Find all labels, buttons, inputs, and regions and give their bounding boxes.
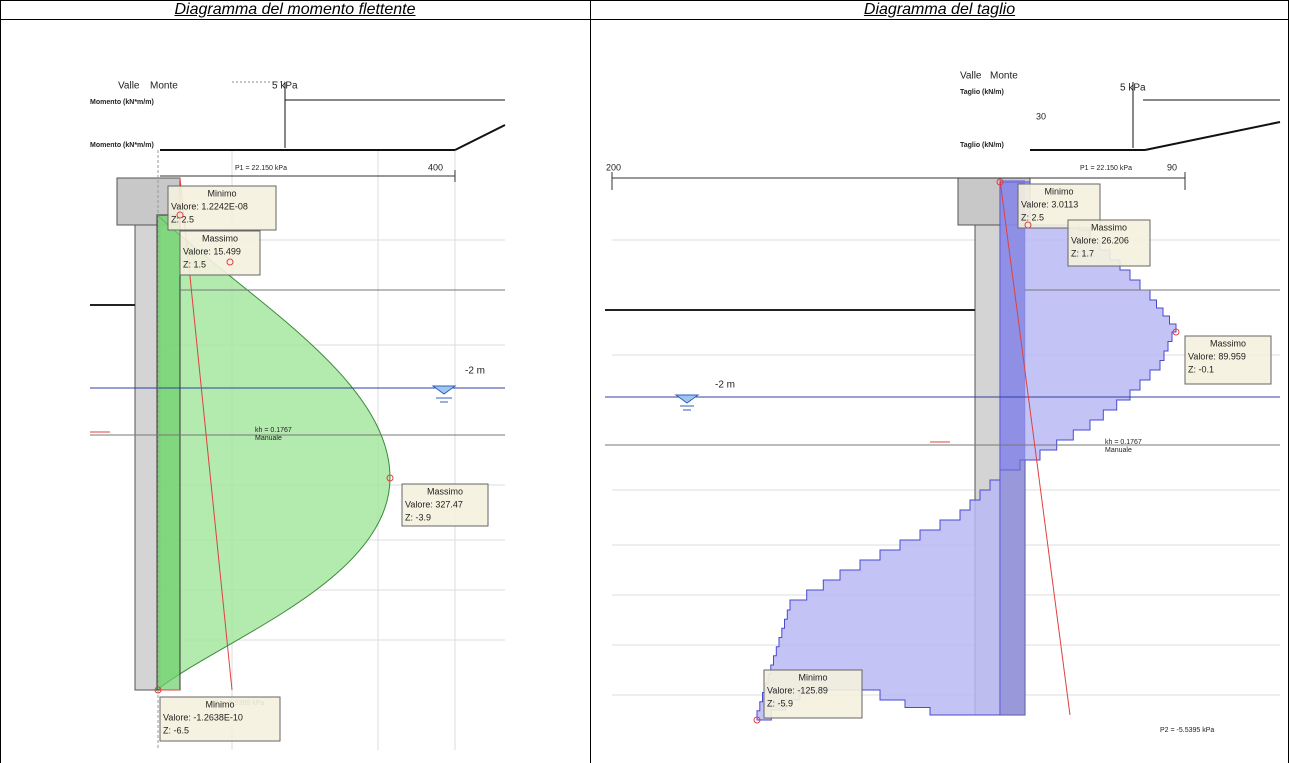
extreme-marker xyxy=(996,178,1004,186)
value-box-frame xyxy=(401,483,489,527)
extreme-marker xyxy=(1172,328,1180,336)
left-wall xyxy=(134,214,161,691)
box-value: Valore: 327.47 xyxy=(405,499,463,509)
label: Monte xyxy=(150,81,178,92)
label: P1 = 22.150 kPa xyxy=(1080,165,1132,172)
label: kh = 0.1767 xyxy=(1105,439,1142,446)
label: Valle xyxy=(960,71,982,82)
box-title: Minimo xyxy=(798,672,827,682)
extreme-marker xyxy=(226,258,234,266)
box-value: Valore: -125.89 xyxy=(767,685,828,695)
value-box: Minimo Valore: -125.89 Z: -5.9 xyxy=(763,669,863,719)
label: Manuale xyxy=(255,435,282,442)
box-title: Massimo xyxy=(427,486,463,496)
value-box-frame xyxy=(1067,219,1151,267)
box-z: Z: 1.5 xyxy=(183,259,206,269)
box-z: Z: -6.5 xyxy=(163,725,189,735)
value-box: Massimo Valore: 15.499 Z: 1.5 xyxy=(179,230,261,276)
box-title: Minimo xyxy=(205,699,234,709)
label: 200 xyxy=(606,162,621,172)
label: 30 xyxy=(1036,111,1046,121)
label: Momento (kN*m/m) xyxy=(90,142,154,149)
left-moment-area xyxy=(156,213,391,692)
box-z: Z: -3.9 xyxy=(405,512,431,522)
box-z: Z: -0.1 xyxy=(1188,364,1214,374)
label: Taglio (kN/m) xyxy=(960,89,1004,96)
label: Taglio (kN/m) xyxy=(960,142,1004,149)
label: 400 xyxy=(428,162,443,172)
label: -2 m xyxy=(465,366,485,377)
label: Monte xyxy=(990,71,1018,82)
label: Valle xyxy=(118,81,140,92)
value-box: Minimo Valore: -1.2638E-10 Z: -6.5 xyxy=(159,696,281,742)
box-z: Z: 2.5 xyxy=(171,214,194,224)
value-box-frame xyxy=(1184,335,1272,385)
extreme-marker xyxy=(1024,221,1032,229)
box-value: Valore: -1.2638E-10 xyxy=(163,712,243,722)
extreme-marker xyxy=(386,474,394,482)
value-box-frame xyxy=(167,185,277,231)
box-title: Minimo xyxy=(207,188,236,198)
value-box: Minimo Valore: 1.2242E-08 Z: 2.5 xyxy=(167,185,277,231)
box-value: Valore: 15.499 xyxy=(183,246,241,256)
value-box: Massimo Valore: 26.206 Z: 1.7 xyxy=(1067,219,1151,267)
label: Manuale xyxy=(1105,447,1132,454)
left-moment-strip xyxy=(156,214,181,691)
label: Momento (kN*m/m) xyxy=(90,99,154,106)
box-value: Valore: 3.0113 xyxy=(1021,199,1078,209)
right-title: Diagramma del taglio xyxy=(863,1,1016,18)
box-z: Z: -5.9 xyxy=(767,698,793,708)
box-value: Valore: 26.206 xyxy=(1071,235,1129,245)
value-box-frame xyxy=(763,669,863,719)
value-box: Massimo Valore: 89.959 Z: -0.1 xyxy=(1184,335,1272,385)
box-title: Massimo xyxy=(1210,338,1246,348)
value-box: Massimo Valore: 327.47 Z: -3.9 xyxy=(401,483,489,527)
extreme-marker xyxy=(176,211,184,219)
value-box-frame xyxy=(179,230,261,276)
label: 5 kPa xyxy=(272,81,298,92)
label: P2 = -5.5395 kPa xyxy=(1160,727,1214,734)
extreme-marker xyxy=(753,716,761,724)
box-title: Minimo xyxy=(1044,186,1073,196)
extreme-marker xyxy=(154,686,162,694)
right-lines xyxy=(605,82,1281,716)
box-value: Valore: 1.2242E-08 xyxy=(171,201,248,211)
box-value: Valore: 89.959 xyxy=(1188,351,1246,361)
box-z: Z: 2.5 xyxy=(1021,212,1044,222)
box-z: Z: 1.7 xyxy=(1071,248,1094,258)
label: kh = 0.1767 xyxy=(255,427,292,434)
label: 5 kPa xyxy=(1120,83,1146,94)
label: P1 = 22.150 kPa xyxy=(235,165,287,172)
left-title: Diagramma del momento flettente xyxy=(174,1,416,18)
box-title: Massimo xyxy=(1091,222,1127,232)
box-title: Massimo xyxy=(202,233,238,243)
right-shear-strip xyxy=(1000,180,1025,715)
value-box-frame xyxy=(159,696,281,742)
label: -2 m xyxy=(715,380,735,391)
label: 90 xyxy=(1167,162,1177,172)
